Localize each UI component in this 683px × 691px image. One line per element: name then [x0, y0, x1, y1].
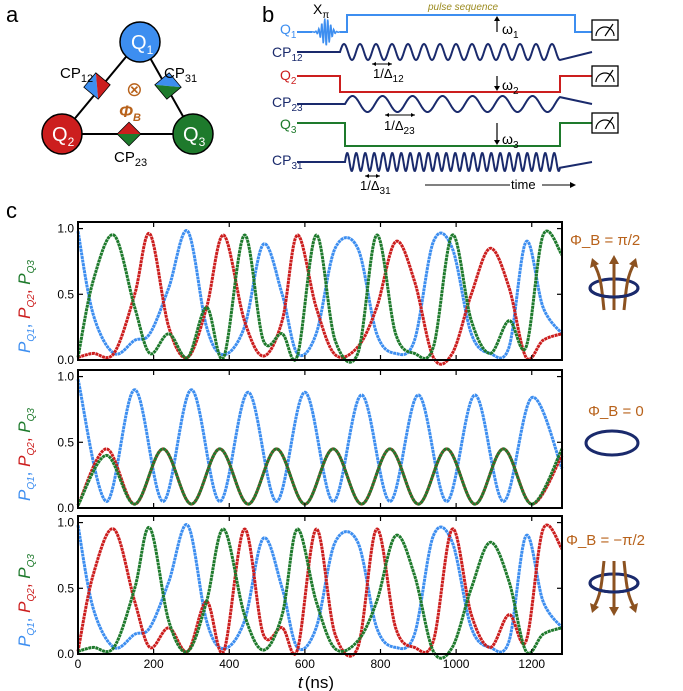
flux-loop-up-icon — [588, 255, 640, 311]
measure-meter-q2-icon — [591, 65, 619, 87]
x-tick-label: 1000 — [443, 657, 470, 671]
y-axis-label: PQ1, PQ2, PQ3 — [15, 408, 37, 501]
flux-loop-empty-icon — [584, 429, 640, 457]
qubit-q2-circle — [41, 113, 83, 155]
plot-panel-1: 0.0 0.5 1.0 PQ1, PQ2, PQ3 — [15, 221, 564, 367]
q2-pulse — [297, 75, 592, 93]
flux-loop-down-icon — [588, 560, 640, 616]
x-tick-label: 200 — [144, 657, 164, 671]
x-axis-label: t (ns) — [298, 673, 334, 691]
qubit-triangle-diagram: Q1 Q2 Q3 CP12 CP31 CP23 ⊗ ΦB — [41, 21, 214, 169]
flux-pi-half-label: Φ_B = π/2 — [570, 232, 640, 249]
y-tick-label: 0.5 — [57, 435, 74, 449]
probability-plots: 0.0 0.5 1.0 PQ1, PQ2, PQ3 0.0 0.5 1.0 PQ1, PQ2,… — [15, 221, 564, 671]
pulse-sequence-title: pulse sequence — [427, 2, 498, 13]
y-axis-label: PQ1, PQ2, PQ3 — [15, 554, 37, 647]
flux-zero-label: Φ_B = 0 — [588, 403, 644, 420]
y-tick-label: 0.5 — [57, 287, 74, 301]
y-tick-label: 0.5 — [57, 581, 74, 595]
y-tick-label: 0.0 — [57, 353, 74, 367]
row-label-cp31: CP31 — [272, 152, 303, 172]
measure-meter-q3-icon — [591, 112, 619, 134]
omega2-label: ω2 — [502, 77, 519, 97]
cp12-pulse — [297, 42, 593, 62]
x-tick-label: 600 — [295, 657, 315, 671]
q1-pulse — [340, 14, 592, 33]
x-tick-label: 0 — [75, 657, 82, 671]
flux-label: ΦB — [119, 102, 141, 124]
cp23-pulse — [297, 95, 593, 113]
qubit-q3-label: Q3 — [183, 124, 206, 149]
coupler-23-label: CP23 — [114, 149, 147, 169]
plot-panel-3: 0.0 0.5 1.0 0 200 400 600 800 1000 1200 PQ1, PQ2, … — [15, 515, 564, 671]
cp31-pulse — [297, 152, 593, 172]
qubit-q1-label: Q1 — [131, 32, 154, 57]
plot-frame — [77, 369, 563, 509]
row-label-q3: Q3 — [280, 116, 297, 136]
series-line-q1 — [76, 229, 564, 360]
series-line-q2 — [77, 232, 563, 366]
y-tick-label: 1.0 — [57, 516, 74, 530]
time-label: time — [511, 177, 536, 192]
x-pi-pulse — [311, 18, 340, 46]
qubit-q3-circle — [172, 113, 214, 155]
delta12-label: 1/Δ12 — [373, 66, 404, 85]
pulse-sequence-diagram: pulse sequence Xπ Q1 CP12 Q2 CP23 Q3 CP3… — [272, 1, 619, 197]
panel-c-letter: c — [6, 198, 17, 223]
q3-pulse — [297, 122, 592, 147]
flux-into-page-icon: ⊗ — [126, 79, 143, 101]
x-tick-label: 400 — [219, 657, 239, 671]
plot-frame — [77, 515, 563, 655]
panel-b-letter: b — [262, 2, 274, 27]
row-label-q1: Q1 — [280, 21, 297, 41]
y-axis-label: PQ1, PQ2, PQ3 — [15, 260, 37, 353]
row-label-cp23: CP23 — [272, 94, 303, 114]
qubit-q1-circle — [119, 21, 161, 63]
time-arrow-head — [570, 182, 576, 188]
series-line-q3 — [76, 447, 564, 507]
series-line-q2 — [76, 523, 564, 658]
omega1-label: ω1 — [502, 21, 519, 41]
x-tick-label: 1200 — [518, 657, 545, 671]
coupler-31-label: CP31 — [164, 65, 197, 85]
panel-a-letter: a — [6, 2, 19, 27]
coupler-tile-31 — [154, 72, 182, 100]
delta31-label: 1/Δ31 — [360, 178, 391, 197]
y-tick-label: 1.0 — [57, 370, 74, 384]
delta23-label: 1/Δ23 — [384, 118, 415, 137]
x-tick-label: 800 — [370, 657, 390, 671]
plot-frame — [77, 221, 563, 361]
measure-meter-q1-icon — [591, 19, 619, 41]
plot-panel-2: 0.0 0.5 1.0 PQ1, PQ2, PQ3 — [15, 369, 564, 515]
x-pi-pulse-label: Xπ — [313, 1, 329, 21]
y-tick-label: 1.0 — [57, 222, 74, 236]
omega3-label: ω3 — [502, 131, 519, 151]
y-tick-label: 0.0 — [57, 647, 74, 661]
side-annotations: Φ_B = π/2 Φ_B = 0 Φ_B = −π/2 — [566, 232, 645, 616]
row-label-q2: Q2 — [280, 67, 297, 87]
row-label-cp12: CP12 — [272, 44, 303, 64]
series-line-q3 — [77, 526, 563, 660]
coupler-tile-12 — [83, 72, 111, 100]
coupler-tile-23 — [116, 121, 142, 147]
coupler-12-label: CP12 — [60, 65, 93, 85]
series-line-q1 — [76, 523, 564, 654]
series-line-q3 — [76, 229, 564, 364]
flux-minus-pi-half-label: Φ_B = −π/2 — [566, 532, 645, 549]
qubit-q2-label: Q2 — [52, 124, 75, 149]
series-line-q1 — [76, 378, 564, 503]
y-tick-label: 0.0 — [57, 501, 74, 515]
